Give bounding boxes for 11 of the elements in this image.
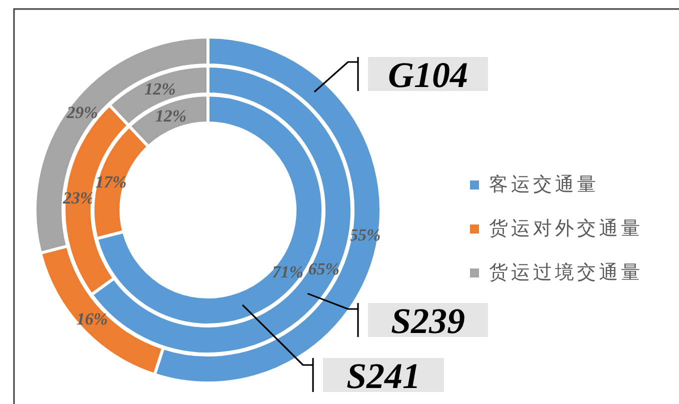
data-label: 71% [272, 262, 304, 282]
data-label: 12% [155, 106, 186, 126]
slice-label: G104 [388, 55, 468, 95]
legend-label: 货运过境交通量 [489, 262, 643, 284]
data-label: 12% [144, 80, 176, 99]
slice-label: S239 [390, 301, 466, 341]
legend-label: 客运交通量 [489, 174, 599, 196]
data-label: 16% [76, 309, 108, 328]
slice-label: S241 [346, 356, 421, 396]
legend-label: 货运对外交通量 [489, 218, 643, 240]
data-label: 29% [66, 103, 98, 122]
